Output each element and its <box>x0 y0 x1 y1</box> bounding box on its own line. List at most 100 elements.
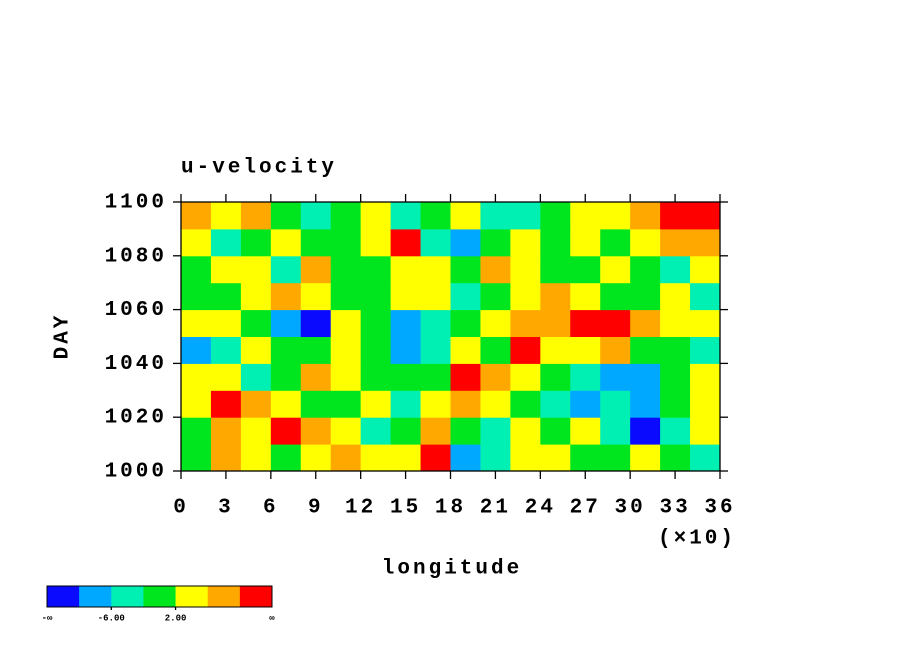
x-tick-label: 12 <box>345 497 376 520</box>
heat-cell <box>510 202 541 230</box>
heat-cell <box>390 390 422 418</box>
heat-cell <box>690 255 721 284</box>
heat-cell <box>360 336 392 364</box>
heat-cell <box>510 336 541 364</box>
x-tick-label: 24 <box>525 497 556 520</box>
heat-cell <box>390 363 422 391</box>
heat-cell <box>240 336 272 364</box>
heat-cell <box>450 228 481 257</box>
colorbar-swatch <box>47 586 80 607</box>
colorbar-swatch <box>239 586 273 607</box>
heat-cell <box>360 202 392 230</box>
heat-cell <box>390 336 422 364</box>
heat-cell <box>390 228 422 257</box>
x-tick-label: 15 <box>390 497 421 520</box>
heat-cell <box>690 363 721 391</box>
heat-cell <box>510 363 541 391</box>
heat-cell <box>360 255 392 284</box>
heat-cell <box>420 202 451 230</box>
x-tick-label: 36 <box>704 497 735 520</box>
heat-cell <box>660 417 691 445</box>
heat-cell <box>690 202 721 230</box>
heat-cell <box>570 228 601 257</box>
heat-cell <box>600 309 631 337</box>
heat-cell <box>181 444 212 472</box>
heat-cell <box>480 390 511 418</box>
colorbar-label: -∞ <box>42 613 53 623</box>
heat-cell <box>240 444 272 472</box>
heat-cell <box>181 336 212 364</box>
heat-cell <box>690 309 721 337</box>
heat-cell <box>660 444 691 472</box>
heat-cell <box>300 390 332 418</box>
heat-cell <box>660 336 691 364</box>
heat-cell <box>690 228 721 257</box>
heat-cell <box>540 444 571 472</box>
heat-cell <box>330 390 362 418</box>
heat-cell <box>630 202 661 230</box>
colorbar-swatch <box>79 586 112 607</box>
heat-cell <box>660 255 691 284</box>
heat-cell <box>240 309 272 337</box>
heat-cell <box>480 444 511 472</box>
heat-cell <box>210 228 242 257</box>
heat-cell <box>360 417 392 445</box>
heat-cell <box>630 282 661 311</box>
x-tick-label: 33 <box>659 497 690 520</box>
heat-cell <box>480 336 511 364</box>
heat-cell <box>450 336 481 364</box>
heat-cell <box>570 417 601 445</box>
heat-cell <box>690 444 721 472</box>
heat-cell <box>210 282 242 311</box>
heat-cell <box>480 363 511 391</box>
x-tick-label: 9 <box>308 497 324 520</box>
heat-cell <box>510 255 541 284</box>
y-tick-label: 1020 <box>105 407 167 430</box>
heat-cell <box>270 363 302 391</box>
heat-cell <box>540 363 571 391</box>
heat-cell <box>240 202 272 230</box>
heat-cell <box>360 444 392 472</box>
heat-cell <box>270 228 302 257</box>
chart-title: u-velocity <box>181 157 337 180</box>
heat-cell <box>300 282 332 311</box>
heat-cell <box>630 255 661 284</box>
heat-cell <box>360 363 392 391</box>
heat-cell <box>630 417 661 445</box>
heat-cell <box>540 228 571 257</box>
x-tick-label: 21 <box>480 497 511 520</box>
heat-cell <box>300 363 332 391</box>
heat-cell <box>210 336 242 364</box>
heat-cell <box>330 202 362 230</box>
heat-cell <box>600 228 631 257</box>
heat-cell <box>540 390 571 418</box>
colorbar-frame <box>46 585 273 608</box>
heat-cell <box>210 202 242 230</box>
heat-cell <box>660 282 691 311</box>
heat-cell <box>450 255 481 284</box>
heat-cell <box>330 309 362 337</box>
heat-cell <box>600 255 631 284</box>
y-tick-label: 1080 <box>105 245 167 268</box>
heat-cell <box>600 417 631 445</box>
heat-cell <box>480 282 511 311</box>
heat-cell <box>181 417 212 445</box>
x-tick-label: 6 <box>263 497 279 520</box>
heat-cell <box>690 417 721 445</box>
heat-cell <box>181 390 212 418</box>
colorbar-label: -6.00 <box>98 613 125 623</box>
x-tick-label: 30 <box>615 497 646 520</box>
heat-cell <box>630 363 661 391</box>
colorbar-swatch <box>143 586 176 607</box>
y-tick-label: 1100 <box>105 192 167 215</box>
heat-cell <box>270 417 302 445</box>
heat-cell <box>420 417 451 445</box>
heat-cell <box>570 363 601 391</box>
heat-cell <box>270 255 302 284</box>
heat-cell <box>390 417 422 445</box>
heat-cell <box>480 228 511 257</box>
heat-cell <box>300 417 332 445</box>
heat-cell <box>300 202 332 230</box>
heat-cell <box>181 282 212 311</box>
